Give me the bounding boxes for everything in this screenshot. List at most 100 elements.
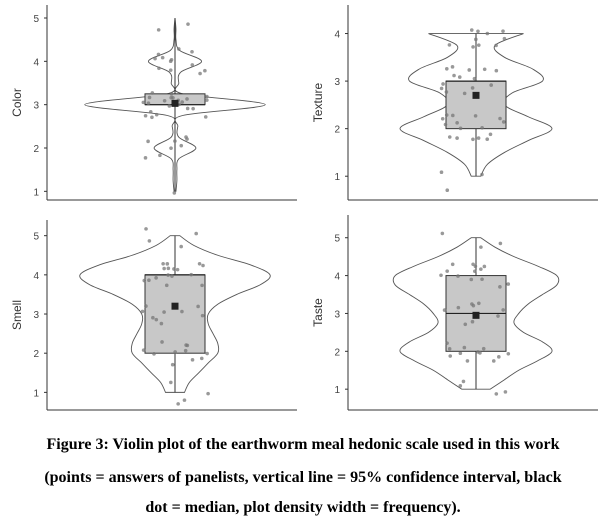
answer-point [439, 86, 444, 91]
answer-point [169, 92, 174, 96]
answer-point [203, 68, 207, 73]
answer-point [471, 303, 476, 308]
answer-point [494, 43, 498, 48]
answer-point [185, 343, 190, 348]
answer-point [441, 82, 445, 86]
answer-point [146, 101, 151, 106]
answer-point [450, 65, 455, 69]
answer-point [185, 137, 189, 141]
y-tick-label: 2 [33, 144, 39, 155]
y-tick-label: 2 [334, 347, 340, 358]
answer-point [166, 273, 170, 277]
y-tick-label: 5 [33, 232, 39, 243]
y-tick-label: 2 [334, 125, 340, 136]
answer-point [175, 267, 180, 272]
answer-point [169, 57, 174, 62]
answer-point [166, 266, 171, 271]
answer-point [472, 76, 477, 81]
answer-point [482, 264, 487, 269]
answer-point [455, 121, 459, 125]
mean-marker [171, 99, 179, 107]
violin [392, 237, 560, 390]
answer-point [502, 36, 507, 41]
answer-point [170, 274, 174, 278]
mean-marker [472, 311, 480, 319]
answer-point [447, 43, 452, 47]
caption-line: (points = answers of panelists, vertical… [44, 469, 561, 486]
answer-point [488, 132, 493, 137]
y-tick-label: 3 [33, 101, 39, 112]
answer-point [162, 310, 166, 314]
answer-point [498, 116, 502, 121]
answer-point [469, 28, 474, 32]
answer-point [501, 308, 505, 312]
answer-point [205, 351, 209, 356]
answer-point [452, 73, 456, 78]
answer-point [496, 314, 500, 318]
answer-point [182, 398, 187, 402]
answer-point [458, 384, 463, 388]
answer-point [199, 356, 204, 361]
answer-point [190, 358, 195, 362]
answer-point [467, 68, 472, 72]
answer-point [147, 278, 151, 283]
answer-point [190, 49, 194, 54]
violin [79, 235, 271, 393]
answer-point [456, 305, 461, 310]
answer-point [154, 276, 158, 280]
answer-point [179, 143, 184, 148]
answer-point [190, 63, 195, 67]
y-axis-label: Smell [10, 300, 24, 330]
answer-point [479, 267, 483, 271]
answer-point [147, 95, 152, 100]
answer-point [180, 100, 185, 104]
answer-point [470, 86, 475, 90]
answer-point [168, 68, 173, 72]
mean-marker [472, 91, 480, 99]
answer-point [448, 354, 453, 358]
answer-point [185, 106, 190, 111]
answer-point [457, 75, 462, 79]
answer-point [471, 45, 475, 49]
answer-point [161, 261, 165, 266]
answer-point [476, 43, 481, 47]
answer-point [456, 274, 460, 278]
answer-point [451, 113, 455, 118]
answer-point [154, 317, 159, 322]
answer-point [179, 244, 183, 249]
answer-point [144, 304, 148, 308]
answer-point [140, 309, 145, 314]
answer-point [180, 309, 184, 314]
answer-point [170, 362, 175, 367]
answer-point [494, 68, 499, 73]
answer-point [150, 115, 154, 120]
answer-point [458, 351, 463, 356]
answer-point [461, 379, 466, 384]
y-axis-label: Taste [311, 298, 325, 327]
answer-point [206, 391, 210, 396]
answer-point [152, 352, 156, 356]
answer-point [171, 96, 175, 100]
answer-point [141, 348, 146, 352]
answer-point [480, 277, 484, 282]
answer-point [201, 263, 205, 268]
y-tick-label: 1 [33, 187, 39, 198]
answer-point [439, 170, 444, 175]
answer-point [185, 97, 189, 101]
y-axis-label: Color [10, 88, 24, 117]
answer-point [473, 269, 477, 274]
answer-point [458, 126, 463, 131]
answer-point [200, 313, 205, 318]
answer-point [177, 47, 181, 51]
answer-point [476, 136, 481, 140]
answer-point [156, 28, 161, 32]
answer-point [440, 116, 445, 121]
y-tick-label: 1 [33, 388, 39, 399]
answer-point [455, 136, 459, 140]
answer-point [158, 153, 162, 158]
answer-point [203, 115, 208, 119]
answer-point [176, 402, 180, 406]
answer-point [506, 351, 511, 356]
box [144, 274, 206, 354]
